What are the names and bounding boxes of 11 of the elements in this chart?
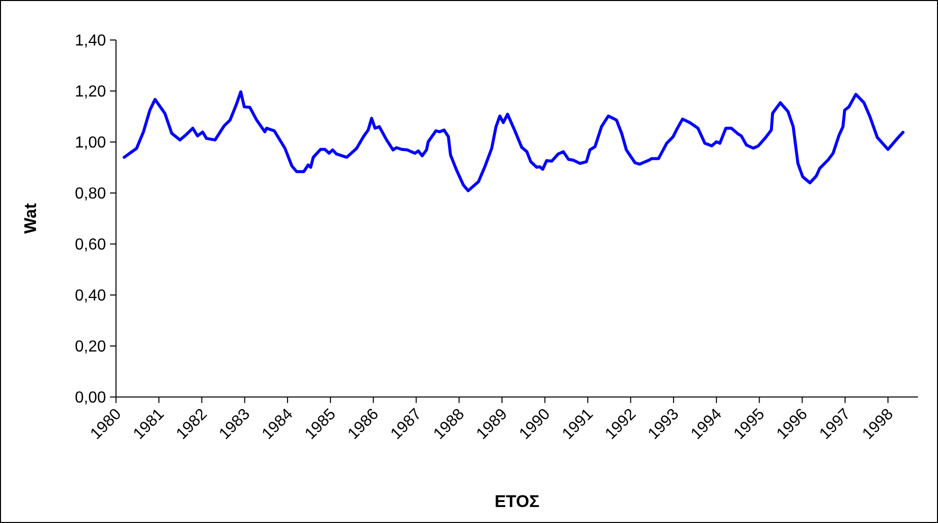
y-tick-label: 0,20 <box>74 338 106 356</box>
y-tick-label: 1,20 <box>74 84 106 101</box>
y-tick-label: 0,80 <box>74 186 106 203</box>
y-tick-label: 1,40 <box>74 32 106 50</box>
x-axis-title: ΕΤΟΣ <box>494 492 540 511</box>
y-axis-title: Wat <box>21 202 40 234</box>
y-tick-label: 1,00 <box>74 134 106 152</box>
y-tick-label: 0,00 <box>74 390 106 407</box>
y-tick-label: 0,40 <box>74 288 106 305</box>
line-series <box>122 90 904 192</box>
y-tick-label: 0,60 <box>74 236 106 254</box>
